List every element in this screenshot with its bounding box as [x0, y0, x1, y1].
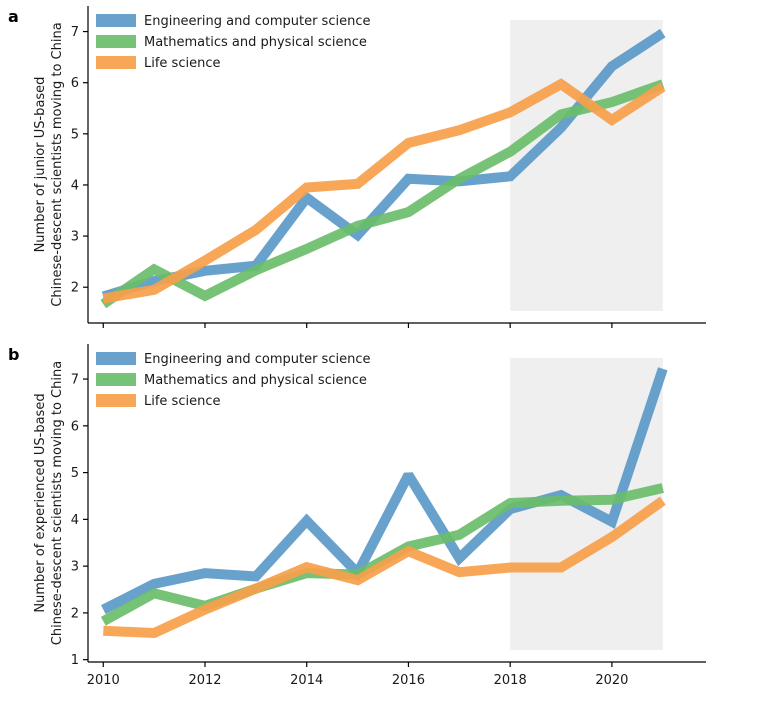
- y-tick-label: 2: [71, 606, 79, 621]
- x-tick-label: 2018: [494, 673, 527, 688]
- panel-a: 2 3 4 5 6 7 Number of junior US-based Chinese-d…: [8, 6, 706, 328]
- y-tick-label: 3: [71, 230, 79, 245]
- legend-label: Mathematics and physical science: [144, 373, 367, 388]
- y-tick-label: 6: [71, 419, 79, 434]
- y-tick-label: 7: [71, 373, 79, 388]
- y-tick-label: 7: [71, 25, 79, 40]
- legend-label: Mathematics and physical science: [144, 35, 367, 50]
- legend-label: Life science: [144, 394, 220, 409]
- y-tick-label: 3: [71, 560, 79, 575]
- y-tick-label: 1: [71, 653, 79, 668]
- legend-label: Life science: [144, 56, 220, 71]
- y-tick-label: 5: [71, 466, 79, 481]
- legend-swatch: [96, 373, 136, 386]
- legend-swatch: [96, 394, 136, 407]
- x-tick-label: 2016: [392, 673, 425, 688]
- series-line-2: [100, 79, 665, 309]
- x-tick-label: 2012: [188, 673, 221, 688]
- x-tick-label: 2020: [595, 673, 628, 688]
- legend-swatch: [96, 35, 136, 48]
- series-line-3: [103, 496, 666, 639]
- series-line-3: [102, 78, 666, 304]
- legend-swatch: [96, 14, 136, 27]
- y-axis-label-line-1: Number of experienced US-based: [33, 393, 48, 612]
- x-tick-label: 2010: [87, 673, 120, 688]
- legend-label: Engineering and computer science: [144, 14, 370, 29]
- y-axis-label-line-2: Chinese-descent scientists moving to Chi…: [50, 361, 65, 645]
- y-axis-label-line-1: Number of junior US-based: [33, 77, 48, 253]
- legend: Engineering and computer science Mathemat…: [96, 352, 370, 409]
- panel-label: a: [8, 7, 19, 26]
- panel-b: 1 2 3 4 5 6 7 2010 2012 2014 2016 2018 2020 Number of…: [8, 344, 706, 688]
- x-tick-label: 2014: [290, 673, 323, 688]
- y-tick-label: 4: [71, 178, 79, 193]
- y-tick-label: 6: [71, 76, 79, 91]
- y-axis-label-line-2: Chinese-descent scientists moving to Chi…: [50, 22, 65, 306]
- y-tick-label: 5: [71, 127, 79, 142]
- panel-label: b: [8, 345, 19, 364]
- shaded-region: [510, 20, 663, 311]
- y-tick-label: 4: [71, 513, 79, 528]
- legend: Engineering and computer science Mathemat…: [96, 14, 370, 71]
- legend-swatch: [96, 56, 136, 69]
- legend-swatch: [96, 352, 136, 365]
- legend-label: Engineering and computer science: [144, 352, 370, 367]
- y-tick-label: 2: [71, 281, 79, 296]
